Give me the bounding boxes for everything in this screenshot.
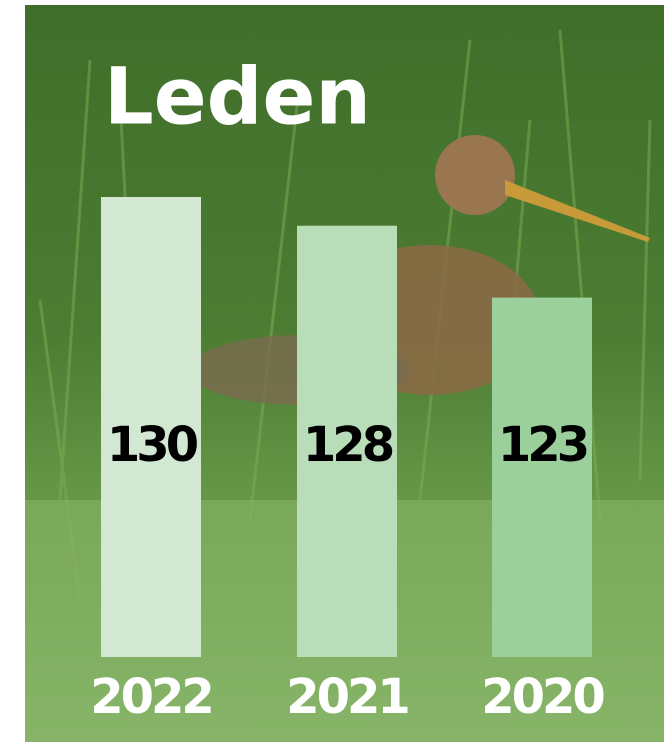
chart-title: Leden — [104, 52, 371, 142]
chart: Leden 130 2022 128 2021 123 2020 — [0, 0, 664, 742]
x-tick-label: 2021 — [286, 669, 408, 725]
value-label: 130 — [107, 417, 198, 473]
bar — [492, 298, 592, 657]
value-label: 128 — [303, 417, 393, 473]
value-label: 123 — [498, 417, 587, 473]
x-tick-label: 2022 — [90, 669, 212, 725]
x-tick-label: 2020 — [481, 669, 604, 725]
